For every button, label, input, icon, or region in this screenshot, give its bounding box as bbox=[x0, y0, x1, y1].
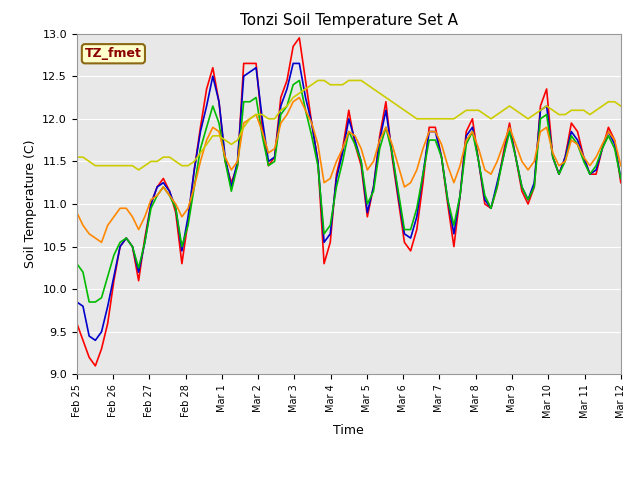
16cm bbox=[296, 95, 303, 100]
2cm bbox=[289, 44, 297, 49]
32cm bbox=[617, 103, 625, 109]
4cm bbox=[92, 337, 99, 343]
16cm bbox=[617, 163, 625, 168]
8cm bbox=[147, 205, 155, 211]
32cm bbox=[289, 95, 297, 100]
Text: TZ_fmet: TZ_fmet bbox=[85, 47, 142, 60]
Line: 2cm: 2cm bbox=[77, 38, 621, 366]
Line: 4cm: 4cm bbox=[77, 63, 621, 340]
2cm bbox=[73, 321, 81, 326]
4cm bbox=[568, 129, 575, 134]
32cm bbox=[73, 154, 81, 160]
16cm bbox=[568, 137, 575, 143]
32cm bbox=[364, 82, 371, 87]
2cm bbox=[617, 180, 625, 186]
Line: 32cm: 32cm bbox=[77, 81, 621, 170]
16cm bbox=[135, 227, 143, 232]
8cm bbox=[289, 82, 297, 87]
32cm bbox=[568, 108, 575, 113]
Title: Tonzi Soil Temperature Set A: Tonzi Soil Temperature Set A bbox=[240, 13, 458, 28]
32cm bbox=[191, 158, 198, 164]
16cm bbox=[364, 167, 371, 173]
4cm bbox=[135, 269, 143, 275]
Y-axis label: Soil Temperature (C): Soil Temperature (C) bbox=[24, 140, 36, 268]
4cm bbox=[191, 167, 198, 173]
4cm bbox=[364, 210, 371, 216]
2cm bbox=[92, 363, 99, 369]
32cm bbox=[314, 78, 322, 84]
8cm bbox=[135, 265, 143, 271]
Line: 16cm: 16cm bbox=[77, 97, 621, 242]
8cm bbox=[617, 176, 625, 181]
4cm bbox=[289, 60, 297, 66]
8cm bbox=[85, 299, 93, 305]
16cm bbox=[147, 197, 155, 203]
4cm bbox=[147, 201, 155, 207]
4cm bbox=[296, 60, 303, 66]
2cm bbox=[296, 35, 303, 41]
2cm bbox=[191, 167, 198, 173]
4cm bbox=[617, 176, 625, 181]
8cm bbox=[568, 133, 575, 139]
8cm bbox=[73, 261, 81, 266]
8cm bbox=[191, 184, 198, 190]
16cm bbox=[191, 184, 198, 190]
16cm bbox=[289, 99, 297, 105]
32cm bbox=[147, 158, 155, 164]
Line: 8cm: 8cm bbox=[77, 81, 621, 302]
16cm bbox=[98, 240, 106, 245]
X-axis label: Time: Time bbox=[333, 424, 364, 437]
2cm bbox=[364, 214, 371, 220]
8cm bbox=[364, 201, 371, 207]
16cm bbox=[73, 210, 81, 216]
8cm bbox=[296, 78, 303, 84]
32cm bbox=[135, 167, 143, 173]
2cm bbox=[568, 120, 575, 126]
2cm bbox=[135, 278, 143, 284]
2cm bbox=[147, 201, 155, 207]
4cm bbox=[73, 299, 81, 305]
32cm bbox=[129, 163, 136, 168]
